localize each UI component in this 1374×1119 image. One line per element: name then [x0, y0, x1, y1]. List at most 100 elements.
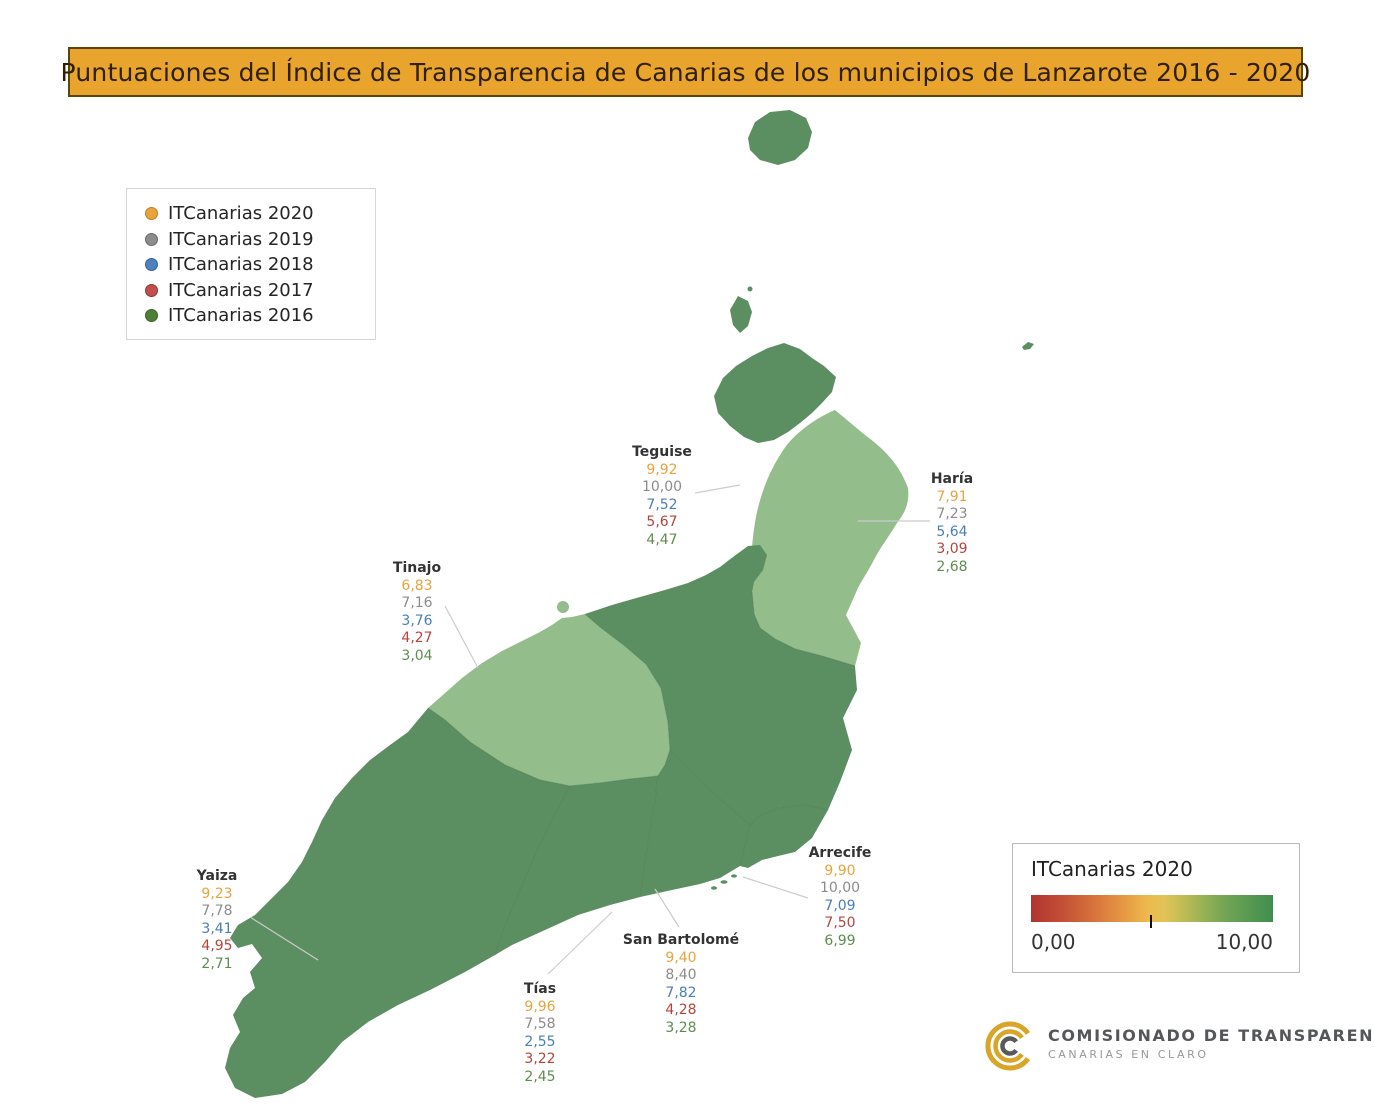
legend-dot-2019-icon: [145, 232, 158, 246]
label-block-tias: Tías 9,96 7,58 2,55 3,22 2,45: [470, 981, 610, 1086]
legend-label: ITCanarias 2018: [168, 254, 314, 276]
map-region-haria[interactable]: [751, 410, 909, 666]
municipality-name: Teguise: [632, 444, 692, 460]
map-region-tinajo[interactable]: [428, 614, 670, 786]
value-2017: 7,50: [824, 915, 856, 931]
municipality-name: Yaiza: [196, 868, 238, 884]
color-scale-max-label: 10,00: [1215, 930, 1273, 954]
value-2016: 2,68: [936, 558, 968, 575]
value-2020: 9,90: [824, 862, 856, 879]
legend-label: ITCanarias 2020: [168, 203, 314, 225]
value-2016: 3,04: [401, 647, 433, 664]
value-2018: 7,52: [646, 496, 678, 513]
page-title: Puntuaciones del Índice de Transparencia…: [60, 57, 1311, 87]
color-scale-min-label: 0,00: [1031, 930, 1076, 954]
map-island-roque-oeste[interactable]: [747, 286, 753, 292]
comisionado-logo: COMISIONADO DE TRANSPARENCIA CANARIAS EN…: [982, 1018, 1374, 1074]
map-islets-arrecife: [711, 859, 753, 890]
value-2019: 8,40: [665, 967, 697, 983]
value-2017: 4,28: [665, 1002, 697, 1018]
color-gradient-bar: [1031, 895, 1273, 922]
map-region-tias[interactable]: [495, 776, 658, 955]
value-2016: 2,45: [524, 1068, 556, 1085]
label-block-teguise: Teguise 9,92 10,00 7,52 5,67 4,47: [592, 444, 732, 549]
value-2019: 10,00: [819, 880, 861, 896]
value-2020: 7,91: [936, 488, 968, 505]
map-island-alegranza[interactable]: [748, 110, 812, 165]
title-banner: Puntuaciones del Índice de Transparencia…: [61, 47, 1310, 97]
value-2019: 7,78: [201, 903, 233, 919]
label-block-arrecife: Arrecife 9,90 10,00 7,09 7,50 6,99: [770, 845, 910, 950]
value-2020: 6,83: [401, 577, 433, 594]
map-region-arrecife[interactable]: [740, 805, 828, 868]
legend-dot-2018-icon: [145, 258, 158, 272]
leader-line-arrecife: [742, 876, 809, 899]
map-islet-la-santa: [557, 601, 569, 613]
value-2017: 3,22: [524, 1051, 556, 1067]
value-2018: 3,41: [201, 920, 233, 937]
logo-line2: CANARIAS EN CLARO: [1048, 1048, 1209, 1061]
value-2019: 10,00: [641, 479, 683, 495]
value-2019: 7,58: [524, 1016, 556, 1032]
color-scale-legend: ITCanarias 2020 0,00 10,00: [1012, 843, 1300, 973]
legend-label: ITCanarias 2017: [168, 279, 314, 301]
value-2016: 3,28: [665, 1019, 697, 1036]
label-block-haria: Haría 7,91 7,23 5,64 3,09 2,68: [882, 471, 1022, 576]
map-island-roque-este[interactable]: [1022, 342, 1034, 350]
leader-line-tias: [547, 911, 613, 975]
value-2017: 4,95: [201, 938, 233, 954]
series-legend: ITCanarias 2020 ITCanarias 2019 ITCanari…: [126, 188, 376, 340]
map-region-yaiza[interactable]: [225, 708, 570, 1098]
value-2020: 9,40: [665, 949, 697, 966]
color-scale-tick: [1150, 915, 1152, 928]
value-2019: 7,23: [936, 506, 968, 522]
map-region-san-bartolome[interactable]: [640, 750, 750, 897]
value-2020: 9,96: [524, 998, 556, 1015]
legend-item-2019[interactable]: ITCanarias 2019: [145, 227, 375, 253]
value-2018: 5,64: [936, 523, 968, 540]
leader-line-san-bartolome: [654, 888, 680, 928]
value-2020: 9,23: [201, 885, 233, 902]
legend-label: ITCanarias 2019: [168, 228, 314, 250]
leader-line-teguise: [694, 484, 741, 494]
label-block-tinajo: Tinajo 6,83 7,16 3,76 4,27 3,04: [347, 560, 487, 665]
map-island-montana-clara[interactable]: [730, 296, 752, 333]
color-scale-title: ITCanarias 2020: [1031, 857, 1193, 881]
label-block-san-bartolome: San Bartolomé 9,40 8,40 7,82 4,28 3,28: [611, 932, 751, 1037]
leader-line-tinajo: [444, 605, 479, 669]
municipality-name: San Bartolomé: [622, 932, 740, 948]
label-block-yaiza: Yaiza 9,23 7,78 3,41 4,95 2,71: [147, 868, 287, 973]
value-2017: 4,27: [401, 630, 433, 646]
triple-c-logo-icon: [985, 1021, 1031, 1071]
logo-text: COMISIONADO DE TRANSPARENCIA CANARIAS EN…: [1048, 1018, 1374, 1061]
value-2017: 5,67: [646, 514, 678, 530]
value-2019: 7,16: [401, 595, 433, 611]
map-island-la-graciosa[interactable]: [714, 343, 836, 443]
legend-dot-2016-icon: [145, 309, 158, 323]
municipality-name: Tías: [523, 981, 557, 997]
legend-item-2017[interactable]: ITCanarias 2017: [145, 278, 375, 304]
municipality-name: Arrecife: [808, 845, 872, 861]
value-2018: 7,09: [824, 897, 856, 914]
legend-item-2020[interactable]: ITCanarias 2020: [145, 201, 375, 227]
map-region-teguise[interactable]: [585, 545, 857, 825]
legend-dot-2017-icon: [145, 283, 158, 297]
legend-item-2018[interactable]: ITCanarias 2018: [145, 252, 375, 278]
legend-item-2016[interactable]: ITCanarias 2016: [145, 303, 375, 329]
municipality-borders: [427, 591, 856, 956]
value-2018: 3,76: [401, 612, 433, 629]
value-2016: 2,71: [201, 955, 233, 972]
value-2020: 9,92: [646, 461, 678, 478]
value-2018: 2,55: [524, 1033, 556, 1050]
value-2018: 7,82: [665, 984, 697, 1001]
legend-dot-2020-icon: [145, 207, 158, 221]
leader-lines: [249, 484, 930, 975]
logo-line1: COMISIONADO DE TRANSPARENCIA: [1048, 1026, 1374, 1045]
value-2016: 4,47: [646, 531, 678, 548]
value-2017: 3,09: [936, 541, 968, 557]
leader-line-yaiza: [249, 916, 319, 961]
municipality-name: Haría: [930, 471, 974, 487]
value-2016: 6,99: [824, 932, 856, 949]
